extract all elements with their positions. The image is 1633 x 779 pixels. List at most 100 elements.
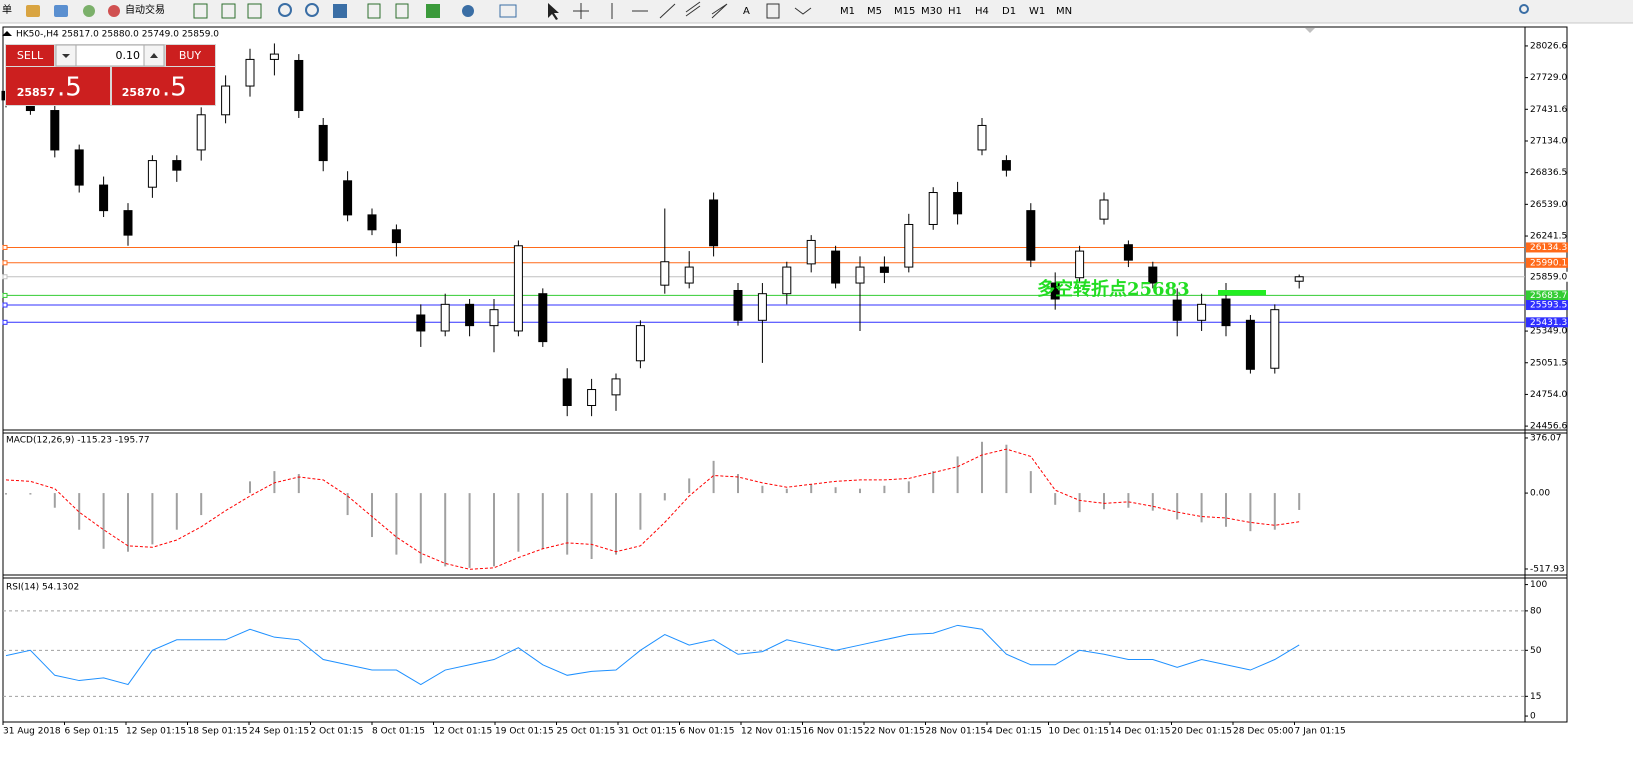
candle-body [1270,309,1280,369]
sell-button[interactable] [6,45,54,66]
ask-box[interactable] [112,67,215,105]
candle-body [1294,276,1304,282]
toolbar-text[interactable]: A [743,6,750,17]
candle-body [928,192,938,225]
level-label: 25431.3 [1530,318,1567,328]
icon[interactable] [108,5,120,17]
icon[interactable] [766,3,780,19]
toolbar-text[interactable]: 单 [2,4,12,16]
x-tick-label: 18 Sep 01:15 [188,727,248,737]
level-handle [2,260,8,266]
candle-body [1197,303,1207,321]
timeframe-button[interactable]: H1 [948,6,962,17]
icon[interactable] [278,3,292,17]
buy-button[interactable] [166,45,215,66]
toolbar-text[interactable]: 自动交易 [125,3,165,16]
level-label: 25990.1 [1530,258,1567,268]
level-label-bg [1526,242,1568,253]
toolbar [0,0,1633,23]
x-tick-label: 20 Dec 01:15 [1172,727,1233,737]
icon[interactable] [426,4,440,18]
annotation-bar [1218,290,1266,295]
ask-frac: .5 [162,73,187,103]
timeframe-button[interactable]: W1 [1029,6,1045,17]
candle-body [953,192,963,215]
x-tick-label: 10 Dec 01:15 [1049,727,1110,737]
search-icon[interactable] [1519,4,1529,14]
timeframe-button[interactable]: M30 [921,6,942,17]
level-handle [2,244,8,250]
icon [26,5,40,17]
x-tick-label: 7 Jan 01:15 [1295,727,1346,737]
level-label-bg [1526,290,1568,301]
y-tick-label: 0 [1530,712,1536,722]
timeframe-button[interactable]: D1 [1002,6,1016,17]
timeframe-button[interactable]: M5 [867,6,882,17]
icon[interactable] [794,7,812,15]
icon[interactable] [711,3,728,19]
volume-value[interactable]: 0.10 [116,49,141,62]
candle-body [660,261,670,286]
bid-box[interactable] [6,67,110,105]
x-tick-label: 28 Nov 01:15 [926,727,987,737]
timeframe-button[interactable]: MN [1056,6,1072,17]
candle-body [99,184,109,212]
icon[interactable] [462,5,474,17]
rsi-line [5,624,1300,686]
sell-label[interactable]: SELL [17,49,44,62]
icon[interactable] [685,1,701,17]
icon[interactable] [333,4,347,18]
y-tick-label: 0.00 [1530,489,1550,499]
candle-body [1221,298,1231,327]
y-tick-label: 80 [1530,606,1542,616]
y-tick-label: 100 [1530,580,1547,590]
x-tick-label: 8 Oct 01:15 [372,727,425,737]
icon[interactable] [499,4,517,18]
candle-body [782,266,792,295]
candle-body [440,303,450,332]
y-tick-label: 26539.0 [1530,200,1567,210]
candle-body [1050,282,1060,300]
y-tick-label: 24754.0 [1530,390,1567,400]
candle-body [50,110,60,151]
icon[interactable] [659,3,676,19]
level-label: 25859.0 [1530,272,1567,282]
icon[interactable] [193,3,208,19]
arrow [62,54,70,58]
annotation: 多空转折点25683 [1037,278,1190,300]
x-tick-label: 12 Sep 01:15 [126,727,186,737]
candle-body [513,245,523,332]
y-tick-label: 27431.6 [1530,105,1567,115]
candle-body [1075,250,1085,279]
icon[interactable] [221,3,236,19]
icon [54,5,68,17]
plot: 31 Aug 2018 6 Sep 01:15 12 Sep 01:15 18 Sep… [1,41,1568,737]
level-label: 25593.5 [1530,301,1567,311]
timeframe-button[interactable]: M15 [894,6,915,17]
x-tick-label: 2 Oct 01:15 [311,727,364,737]
y-tick-label: 15 [1530,692,1541,702]
icon[interactable] [247,3,262,19]
candle-body [1123,244,1133,261]
y-tick-label: 376.07 [1530,433,1562,443]
x-tick-label: 19 Oct 01:15 [495,727,554,737]
icon[interactable] [573,3,589,19]
icon[interactable] [395,3,409,19]
icon[interactable] [548,3,559,20]
candle-body [538,293,548,343]
icon[interactable] [367,3,381,19]
candle-body [221,85,231,116]
candle-body [318,124,328,162]
buy-label[interactable]: BUY [179,49,202,62]
timeframe-button[interactable]: H4 [975,6,989,17]
x-tick-label: 16 Nov 01:15 [803,727,864,737]
candle-body [1001,160,1011,171]
timeframe-button[interactable]: M1 [840,6,855,17]
x-tick-label: 31 Oct 01:15 [618,727,677,737]
candle-body [391,229,401,244]
icon[interactable] [305,3,319,17]
bid-main: 25857 [17,86,55,99]
candle-body [367,214,377,231]
timeframes: M1 M5 M15 M30 H1 H4 D1 W1 MN [840,6,1072,17]
